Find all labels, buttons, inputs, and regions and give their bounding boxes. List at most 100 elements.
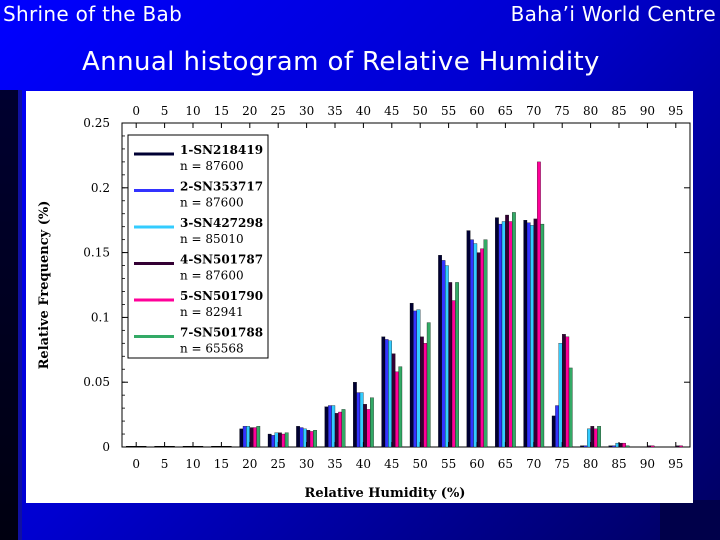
bar-1-SN218419-20: [239, 428, 244, 448]
bar-3-SN427298-45: [388, 340, 392, 448]
legend-n-4-SN501787: n = 87600: [180, 269, 244, 283]
bar-5-SN501790-35: [338, 411, 342, 448]
bar-2-SN353717-85: [612, 445, 616, 448]
bar-4-SN501787-40: [363, 404, 367, 448]
bar-5-SN501790-80: [593, 428, 598, 448]
bar-4-SN501787-75: [562, 334, 566, 448]
bar-3-SN427298-65: [501, 221, 506, 448]
bar-4-SN501787-55: [448, 282, 453, 448]
legend-n-2-SN353717: n = 87600: [180, 196, 244, 210]
bar-7-SN501788-30: [313, 429, 317, 448]
x-tick-label-bottom-55: 55: [441, 457, 456, 471]
bar-4-SN501787-65: [505, 214, 509, 448]
bar-3-SN427298-85: [615, 442, 620, 448]
bar-7-SN501788-50: [426, 322, 431, 448]
x-tick-label-top-35: 35: [327, 104, 342, 118]
bar-7-SN501788-60: [483, 239, 488, 448]
bar-1-SN218419-55: [438, 255, 442, 448]
y-tick-label-0.25: 0.25: [83, 116, 110, 130]
x-tick-label-top-20: 20: [242, 104, 257, 118]
bar-5-SN501790-60: [480, 248, 484, 448]
bar-1-SN218419-75: [551, 415, 556, 448]
x-tick-label-bottom-20: 20: [242, 457, 257, 471]
bar-3-SN427298-30: [303, 428, 307, 448]
bar-5-SN501790-25: [281, 433, 286, 448]
y-axis-label: Relative Frequency (%): [37, 201, 52, 370]
x-tick-label-bottom-10: 10: [185, 457, 200, 471]
x-tick-label-top-5: 5: [161, 104, 169, 118]
x-tick-label-bottom-0: 0: [132, 457, 140, 471]
bar-3-SN427298-60: [473, 243, 478, 448]
slide-title: Annual histogram of Relative Humidity: [82, 47, 600, 77]
bar-7-SN501788-55: [455, 282, 459, 448]
header-left: Shrine of the Bab: [3, 2, 183, 26]
legend-n-5-SN501790: n = 82941: [180, 305, 244, 319]
bar-1-SN218419-25: [267, 433, 272, 448]
bar-1-SN218419-40: [353, 382, 357, 448]
x-tick-label-bottom-30: 30: [299, 457, 314, 471]
bar-4-SN501787-20: [249, 427, 254, 448]
x-tick-label-bottom-60: 60: [469, 457, 484, 471]
x-tick-label-bottom-80: 80: [583, 457, 598, 471]
bar-5-SN501790-90: [650, 445, 655, 448]
bar-7-SN501788-75: [568, 367, 573, 448]
bar-5-SN501790-95: [679, 445, 683, 448]
bar-4-SN501787-95: [675, 445, 680, 448]
bar-2-SN353717-75: [555, 405, 559, 448]
bar-3-SN427298-20: [246, 426, 250, 448]
bar-4-SN501787-85: [618, 442, 623, 448]
bar-7-SN501788-80: [597, 426, 601, 448]
bar-2-SN353717-25: [271, 435, 275, 448]
bar-5-SN501790-50: [423, 343, 428, 448]
bar-5-SN501790-45: [395, 371, 399, 448]
legend-name-3-SN427298: 3-SN427298: [180, 216, 263, 230]
bar-5-SN501790-75: [565, 336, 570, 448]
x-tick-label-top-95: 95: [668, 104, 683, 118]
x-axis-label: Relative Humidity (%): [305, 486, 466, 501]
bar-2-SN353717-50: [413, 310, 417, 448]
x-tick-label-top-65: 65: [498, 104, 513, 118]
bar-3-SN427298-75: [558, 343, 563, 448]
x-tick-label-bottom-50: 50: [413, 457, 428, 471]
bar-7-SN501788-35: [341, 409, 346, 448]
legend-name-7-SN501788: 7-SN501788: [180, 326, 263, 340]
bar-5-SN501790-85: [622, 442, 626, 448]
bar-4-SN501787-35: [334, 413, 339, 448]
bar-2-SN353717-70: [526, 222, 531, 448]
bar-2-SN353717-20: [242, 426, 247, 448]
bar-1-SN218419-30: [296, 426, 300, 448]
x-tick-label-top-75: 75: [555, 104, 570, 118]
x-tick-label-bottom-25: 25: [271, 457, 286, 471]
histogram-chart: 0055101015152020252530303535404045455050…: [37, 104, 691, 501]
x-tick-label-bottom-45: 45: [384, 457, 399, 471]
x-tick-label-top-80: 80: [583, 104, 598, 118]
bar-7-SN501788-85: [625, 445, 630, 448]
x-tick-label-top-15: 15: [214, 104, 229, 118]
bar-3-SN427298-35: [331, 405, 336, 448]
x-tick-label-bottom-75: 75: [555, 457, 570, 471]
bar-4-SN501787-70: [533, 218, 538, 448]
bar-1-SN218419-60: [466, 230, 471, 448]
bar-1-SN218419-85: [608, 445, 613, 448]
legend-name-5-SN501790: 5-SN501790: [180, 289, 263, 303]
bar-4-SN501787-50: [420, 336, 424, 448]
bar-5-SN501790-20: [253, 427, 257, 448]
x-tick-label-top-85: 85: [611, 104, 626, 118]
x-tick-label-top-60: 60: [469, 104, 484, 118]
bar-7-SN501788-40: [370, 397, 374, 448]
bar-5-SN501790-40: [366, 409, 371, 448]
legend-name-1-SN218419: 1-SN218419: [180, 143, 263, 157]
x-tick-label-bottom-5: 5: [161, 457, 169, 471]
x-tick-label-bottom-35: 35: [327, 457, 342, 471]
bar-7-SN501788-45: [398, 366, 403, 448]
chart-figure: 0 0 5 5 10 10 15 15 20 20 25 25 30 30 35 35 40 40 45 45 50 50…: [26, 91, 693, 503]
bar-1-SN218419-45: [381, 336, 386, 448]
left-decor-stripe: [18, 90, 22, 540]
bar-2-SN353717-30: [299, 427, 304, 448]
y-tick-label-0.15: 0.15: [83, 246, 110, 260]
bar-7-SN501788-65: [512, 212, 516, 448]
bar-2-SN353717-60: [470, 239, 474, 448]
x-tick-label-top-0: 0: [132, 104, 140, 118]
bottom-right-decor: [660, 500, 720, 540]
bar-4-SN501787-80: [590, 426, 595, 448]
